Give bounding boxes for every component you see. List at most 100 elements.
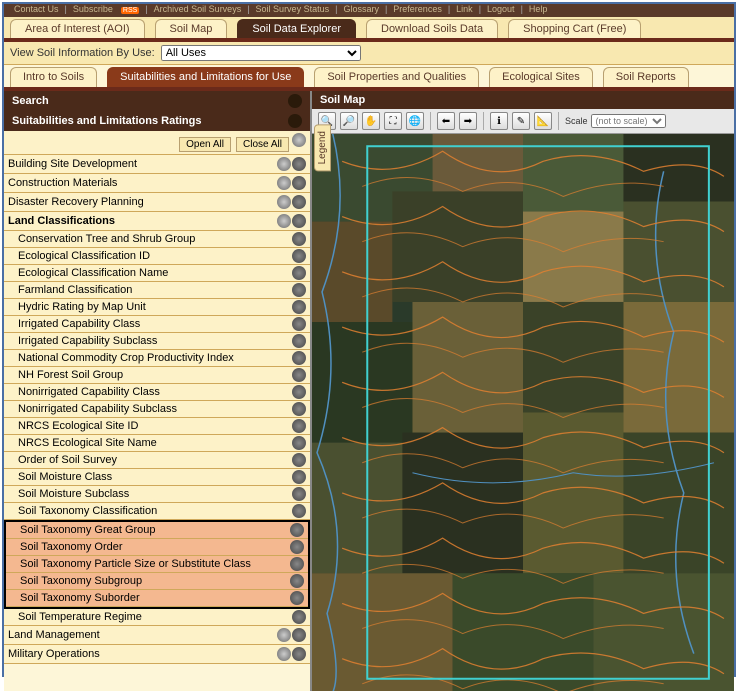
filter-select[interactable]: All Uses bbox=[161, 45, 361, 61]
scale-select[interactable]: (not to scale) bbox=[591, 114, 666, 128]
category-row[interactable]: Building Site Development bbox=[4, 155, 310, 174]
expand-icon[interactable] bbox=[292, 157, 306, 171]
help-icon[interactable] bbox=[277, 628, 291, 642]
item-row[interactable]: Soil Taxonomy Great Group bbox=[6, 522, 308, 539]
topnav-link[interactable]: Link bbox=[456, 4, 473, 14]
item-row[interactable]: Soil Moisture Subclass bbox=[4, 486, 310, 503]
expand-icon[interactable] bbox=[292, 195, 306, 209]
expand-icon[interactable] bbox=[292, 487, 306, 501]
expand-icon[interactable] bbox=[292, 266, 306, 280]
collapse-icon[interactable] bbox=[288, 94, 302, 108]
expand-icon[interactable] bbox=[292, 351, 306, 365]
expand-icon[interactable] bbox=[292, 453, 306, 467]
main-tab[interactable]: Soil Map bbox=[155, 19, 228, 38]
item-row[interactable]: Nonirrigated Capability Subclass bbox=[4, 401, 310, 418]
item-row[interactable]: Irrigated Capability Class bbox=[4, 316, 310, 333]
main-tab[interactable]: Shopping Cart (Free) bbox=[508, 19, 641, 38]
close-all-button[interactable]: Close All bbox=[236, 137, 289, 152]
topnav-link[interactable]: Logout bbox=[487, 4, 515, 14]
expand-icon[interactable] bbox=[292, 214, 306, 228]
item-row[interactable]: Soil Taxonomy Suborder bbox=[6, 590, 308, 607]
globe-button[interactable]: 🌐 bbox=[406, 112, 424, 130]
search-header[interactable]: Search bbox=[4, 91, 310, 111]
expand-icon[interactable] bbox=[290, 523, 304, 537]
item-row[interactable]: National Commodity Crop Productivity Ind… bbox=[4, 350, 310, 367]
expand-icon[interactable] bbox=[292, 368, 306, 382]
ratings-header[interactable]: Suitabilities and Limitations Ratings bbox=[4, 111, 310, 131]
item-row[interactable]: Soil Taxonomy Classification bbox=[4, 503, 310, 520]
topnav-link[interactable]: Archived Soil Surveys bbox=[154, 4, 242, 14]
sub-tab[interactable]: Soil Properties and Qualities bbox=[314, 67, 479, 87]
category-row[interactable]: Disaster Recovery Planning bbox=[4, 193, 310, 212]
item-row[interactable]: Hydric Rating by Map Unit bbox=[4, 299, 310, 316]
expand-icon[interactable] bbox=[292, 470, 306, 484]
info-button[interactable]: ℹ bbox=[490, 112, 508, 130]
topnav-link[interactable]: Contact Us bbox=[14, 4, 59, 14]
legend-tab[interactable]: Legend bbox=[314, 124, 331, 171]
zoom-out-button[interactable]: 🔎 bbox=[340, 112, 358, 130]
sub-tab[interactable]: Ecological Sites bbox=[489, 67, 593, 87]
expand-icon[interactable] bbox=[290, 574, 304, 588]
topnav-link[interactable]: Subscribe bbox=[73, 4, 113, 14]
open-all-button[interactable]: Open All bbox=[179, 137, 231, 152]
main-tab[interactable]: Area of Interest (AOI) bbox=[10, 19, 145, 38]
expand-icon[interactable] bbox=[292, 436, 306, 450]
item-row[interactable]: Soil Moisture Class bbox=[4, 469, 310, 486]
expand-icon[interactable] bbox=[292, 628, 306, 642]
help-icon[interactable] bbox=[277, 214, 291, 228]
item-row[interactable]: Ecological Classification Name bbox=[4, 265, 310, 282]
sub-tab[interactable]: Soil Reports bbox=[603, 67, 689, 87]
full-button[interactable]: ⛶ bbox=[384, 112, 402, 130]
expand-icon[interactable] bbox=[292, 176, 306, 190]
help-icon[interactable] bbox=[277, 176, 291, 190]
topnav-link[interactable]: Help bbox=[529, 4, 548, 14]
expand-icon[interactable] bbox=[292, 283, 306, 297]
expand-icon[interactable] bbox=[292, 300, 306, 314]
category-row[interactable]: Land Classifications bbox=[4, 212, 310, 231]
rss-icon[interactable]: RSS bbox=[121, 7, 139, 14]
item-row[interactable]: NH Forest Soil Group bbox=[4, 367, 310, 384]
topnav-link[interactable]: Glossary bbox=[343, 4, 379, 14]
topnav-link[interactable]: Preferences bbox=[393, 4, 442, 14]
draw-button[interactable]: ✎ bbox=[512, 112, 530, 130]
back-button[interactable]: ⬅ bbox=[437, 112, 455, 130]
expand-icon[interactable] bbox=[290, 540, 304, 554]
item-row[interactable]: Irrigated Capability Subclass bbox=[4, 333, 310, 350]
sub-tab[interactable]: Intro to Soils bbox=[10, 67, 97, 87]
item-row[interactable]: Nonirrigated Capability Class bbox=[4, 384, 310, 401]
help-icon[interactable] bbox=[277, 195, 291, 209]
item-row[interactable]: Order of Soil Survey bbox=[4, 452, 310, 469]
expand-icon[interactable] bbox=[292, 232, 306, 246]
main-tab[interactable]: Download Soils Data bbox=[366, 19, 498, 38]
expand-icon[interactable] bbox=[292, 385, 306, 399]
collapse-icon[interactable] bbox=[288, 114, 302, 128]
expand-icon[interactable] bbox=[292, 504, 306, 518]
item-row[interactable]: Farmland Classification bbox=[4, 282, 310, 299]
expand-icon[interactable] bbox=[292, 402, 306, 416]
pan-button[interactable]: ✋ bbox=[362, 112, 380, 130]
sub-tab[interactable]: Suitabilities and Limitations for Use bbox=[107, 67, 304, 87]
expand-icon[interactable] bbox=[292, 647, 306, 661]
category-row[interactable]: Construction Materials bbox=[4, 174, 310, 193]
expand-icon[interactable] bbox=[292, 610, 306, 624]
help-icon[interactable] bbox=[292, 133, 306, 147]
item-row[interactable]: Soil Temperature Regime bbox=[4, 609, 310, 626]
item-row[interactable]: Ecological Classification ID bbox=[4, 248, 310, 265]
item-row[interactable]: Soil Taxonomy Subgroup bbox=[6, 573, 308, 590]
item-row[interactable]: NRCS Ecological Site Name bbox=[4, 435, 310, 452]
category-row[interactable]: Military Operations bbox=[4, 645, 310, 664]
measure-button[interactable]: 📐 bbox=[534, 112, 552, 130]
expand-icon[interactable] bbox=[292, 317, 306, 331]
item-row[interactable]: Soil Taxonomy Particle Size or Substitut… bbox=[6, 556, 308, 573]
item-row[interactable]: NRCS Ecological Site ID bbox=[4, 418, 310, 435]
expand-icon[interactable] bbox=[292, 419, 306, 433]
help-icon[interactable] bbox=[277, 157, 291, 171]
main-tab[interactable]: Soil Data Explorer bbox=[237, 19, 356, 38]
map-view[interactable] bbox=[312, 134, 734, 691]
fwd-button[interactable]: ➡ bbox=[459, 112, 477, 130]
expand-icon[interactable] bbox=[290, 591, 304, 605]
expand-icon[interactable] bbox=[290, 557, 304, 571]
topnav-link[interactable]: Soil Survey Status bbox=[256, 4, 330, 14]
expand-icon[interactable] bbox=[292, 249, 306, 263]
item-row[interactable]: Soil Taxonomy Order bbox=[6, 539, 308, 556]
